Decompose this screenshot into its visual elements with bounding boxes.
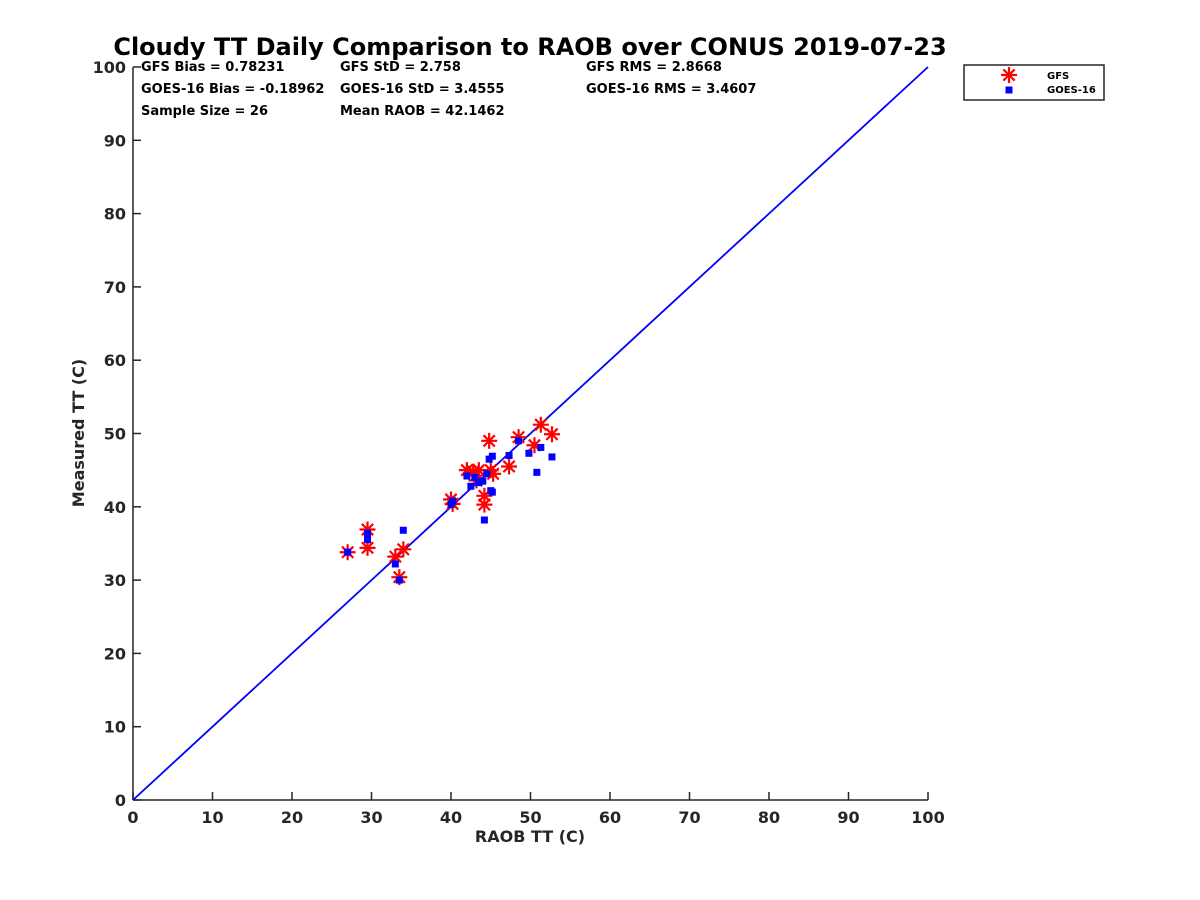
gfs-point [543, 426, 560, 443]
y-tick-label: 70 [104, 278, 126, 297]
x-tick-label: 40 [440, 808, 462, 827]
goes-16-point [483, 470, 491, 478]
x-tick-label: 0 [127, 808, 138, 827]
y-tick-label: 0 [115, 791, 126, 810]
stat-0-1: GFS StD = 2.758 [340, 60, 461, 75]
legend-marker-gfs [1001, 67, 1017, 83]
goes-16-point [480, 516, 488, 524]
x-tick-label: 10 [201, 808, 223, 827]
y-tick-label: 50 [104, 425, 126, 444]
goes-16-point [364, 529, 372, 537]
x-tick-label: 80 [758, 808, 780, 827]
legend-label-gfs: GFS [1047, 71, 1069, 82]
legend: GFS GOES-16 [963, 64, 1105, 101]
gfs-point [481, 432, 498, 449]
goes-16-point [533, 468, 541, 476]
gfs-point [476, 496, 493, 513]
x-tick-label: 20 [281, 808, 303, 827]
goes-16-point [488, 488, 496, 496]
x-tick-label: 100 [911, 808, 944, 827]
goes-16-point [488, 452, 496, 460]
legend-box [963, 64, 1105, 101]
stat-0-0: GFS Bias = 0.78231 [141, 60, 284, 75]
goes-16-point [525, 449, 533, 457]
gfs-point [395, 541, 412, 558]
x-ticks: 0 10 20 30 40 50 60 70 80 90 100 [127, 792, 945, 827]
goes-16-point [537, 443, 545, 451]
goes-16-point [463, 472, 471, 480]
y-tick-label: 60 [104, 351, 126, 370]
one-to-one-line [132, 66, 929, 801]
legend-label-goes-16: GOES-16 [1047, 85, 1096, 96]
gfs-point [501, 458, 518, 475]
y-tick-label: 100 [93, 58, 126, 77]
stat-1-1: GOES-16 StD = 3.4555 [340, 82, 504, 97]
goes-16-series [344, 437, 556, 584]
goes-16-point [395, 576, 403, 584]
stat-1-2: GOES-16 RMS = 3.4607 [586, 82, 756, 97]
stats-block: GFS Bias = 0.78231 GFS StD = 2.758 GFS RMS… [141, 60, 756, 119]
goes-16-point [475, 479, 483, 487]
x-axis-label: RAOB TT (C) [475, 827, 585, 846]
y-tick-label: 20 [104, 644, 126, 663]
goes-16-point [467, 482, 475, 490]
y-tick-label: 10 [104, 718, 126, 737]
goes-16-point [399, 526, 407, 534]
goes-16-point [449, 497, 457, 505]
goes-16-point [505, 451, 513, 459]
goes-16-point [344, 548, 352, 556]
legend-asterisk-icon [1001, 67, 1017, 83]
x-tick-label: 50 [519, 808, 541, 827]
y-tick-label: 30 [104, 571, 126, 590]
y-axis-label: Measured TT (C) [69, 359, 88, 507]
goes-16-point [447, 501, 455, 509]
goes-16-point [471, 473, 479, 481]
legend-marker-goes-16 [1005, 86, 1013, 94]
gfs-point [485, 465, 502, 482]
goes-16-point [364, 536, 372, 544]
legend-square-icon [1005, 86, 1013, 94]
goes-16-point [548, 453, 556, 461]
x-tick-label: 70 [678, 808, 700, 827]
stat-2-0: Sample Size = 26 [141, 104, 268, 119]
stat-0-2: GFS RMS = 2.8668 [586, 60, 722, 75]
x-tick-label: 90 [837, 808, 859, 827]
y-tick-label: 90 [104, 131, 126, 150]
goes-16-point [515, 437, 523, 445]
chart-title: Cloudy TT Daily Comparison to RAOB over … [113, 33, 946, 61]
stat-1-0: GOES-16 Bias = -0.18962 [141, 82, 324, 97]
y-tick-label: 40 [104, 498, 126, 517]
goes-16-point [479, 477, 487, 485]
stat-2-1: Mean RAOB = 42.1462 [340, 104, 505, 119]
y-ticks: 0 10 20 30 40 50 60 70 80 90 100 [93, 58, 141, 810]
goes-16-point [391, 560, 399, 568]
gfs-point [532, 416, 549, 433]
y-tick-label: 80 [104, 205, 126, 224]
x-tick-label: 30 [360, 808, 382, 827]
x-tick-label: 60 [599, 808, 621, 827]
